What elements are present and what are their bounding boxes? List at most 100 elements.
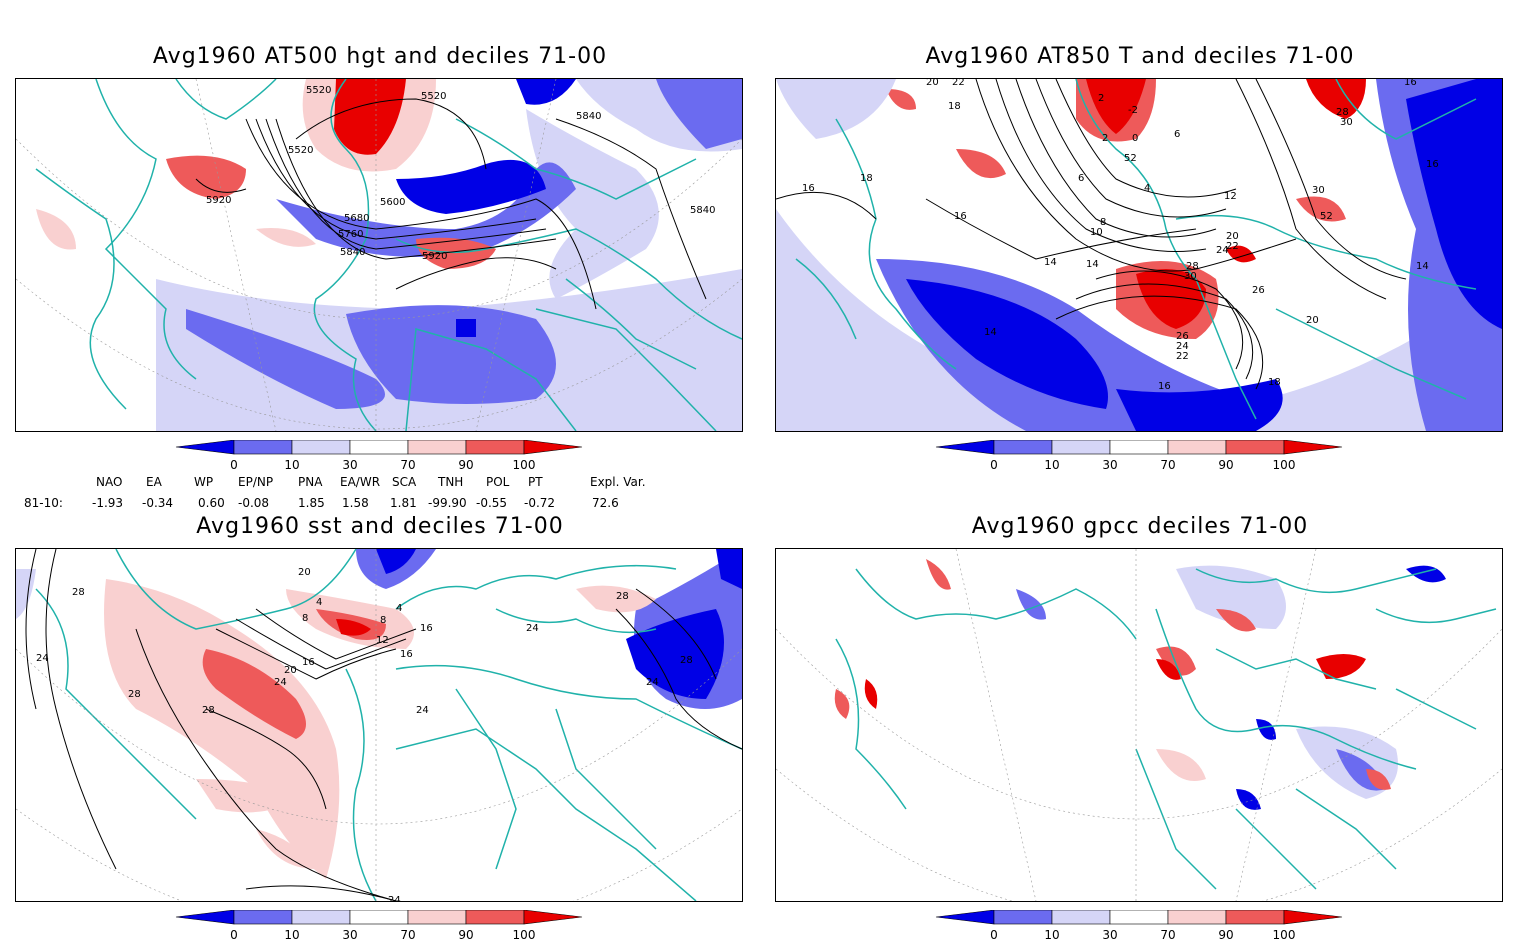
index-value: -0.34 — [142, 496, 174, 510]
colorbar-swatches — [935, 909, 1343, 925]
contour-label: 6 — [1078, 173, 1084, 184]
colorbar-label: 30 — [1102, 458, 1118, 472]
map-sst: 28 24 28 28 20 4 8 8 4 12 16 20 24 16 16… — [16, 549, 742, 901]
contour-label: 16 — [1426, 159, 1439, 170]
contour-label: 16 — [954, 211, 967, 222]
map-panel-sst: 28 24 28 28 20 4 8 8 4 12 16 20 24 16 16… — [15, 548, 743, 902]
contour-label: 18 — [1268, 377, 1281, 388]
contour-labels: 28 24 28 28 20 4 8 8 4 12 16 20 24 16 16… — [36, 567, 693, 901]
contour-label: 6 — [1174, 129, 1180, 140]
contour-label: 28 — [1186, 261, 1199, 272]
colorbar-label: 30 — [342, 928, 358, 942]
colorbar-band — [1167, 909, 1227, 925]
contour-label: 28 — [202, 705, 215, 716]
contour-label: 28 — [616, 591, 629, 602]
index-header: EA/WR — [340, 475, 381, 489]
colorbar-band — [1225, 439, 1285, 455]
colorbar-label: 70 — [1160, 928, 1176, 942]
colorbar-label: 100 — [512, 458, 536, 472]
colorbar-label: 100 — [1272, 928, 1296, 942]
contour-label: 52 — [1320, 211, 1333, 222]
index-value: -1.93 — [92, 496, 124, 510]
contour-label: 14 — [984, 327, 997, 338]
graticule — [776, 549, 1502, 901]
colorbar-label: 70 — [400, 928, 416, 942]
index-header: EA — [146, 475, 162, 489]
sst-contours — [25, 549, 742, 901]
deciles-shading — [16, 549, 742, 901]
contour-label: 5520 — [288, 145, 313, 156]
contour-label: 16 — [420, 623, 433, 634]
colorbar-label: 10 — [1044, 928, 1060, 942]
colorbar-top-left: 0 10 30 70 90 100 — [170, 439, 590, 472]
contour-label: 5920 — [206, 195, 231, 206]
contour-label: 16 — [400, 649, 413, 660]
colorbar-arrow-high — [523, 439, 583, 455]
colorbar-labels: 0 10 30 70 90 100 — [170, 928, 590, 942]
contour-label: 16 — [1158, 381, 1171, 392]
contour-label: 24 — [416, 705, 429, 716]
contour-label: 26 — [1252, 285, 1265, 296]
contour-label: 24 — [646, 677, 659, 688]
colorbar-label: 90 — [458, 458, 474, 472]
index-header: Expl. Var. — [590, 475, 646, 489]
map-panel-at500-hgt: 5520 5520 5520 5840 5920 5600 5680 5760 … — [15, 78, 743, 432]
graticule — [16, 79, 742, 431]
height-contours — [195, 98, 707, 310]
contour-label: 24 — [1176, 341, 1189, 352]
contour-label: 26 — [1176, 331, 1189, 342]
contour-label: 24 — [274, 677, 287, 688]
contour-label: 20 — [1226, 231, 1239, 242]
colorbar-band — [1225, 909, 1285, 925]
deciles-shading — [834, 559, 1446, 810]
colorbar-band — [291, 909, 351, 925]
contour-label: 2 — [1098, 93, 1104, 104]
colorbar-arrow-high — [1283, 439, 1343, 455]
index-value: -0.08 — [238, 496, 270, 510]
colorbar-arrow-low — [175, 909, 235, 925]
index-value: 1.58 — [342, 496, 369, 510]
contour-label: 28 — [72, 587, 85, 598]
colorbar-label: 30 — [1102, 928, 1118, 942]
colorbar-band — [1109, 439, 1169, 455]
colorbar-labels: 0 10 30 70 90 100 — [930, 928, 1350, 942]
contour-label: 14 — [1416, 261, 1429, 272]
colorbar-arrow-low — [175, 439, 235, 455]
contour-label: 22 — [1176, 351, 1189, 362]
map-panel-gpcc — [775, 548, 1503, 902]
coastlines — [35, 79, 742, 431]
contour-label: 30 — [1184, 271, 1197, 282]
contour-label: 4 — [316, 597, 322, 608]
colorbar-band — [465, 909, 525, 925]
colorbar-band — [993, 439, 1053, 455]
contour-label: 24 — [36, 653, 49, 664]
contour-label: 5920 — [422, 251, 447, 262]
colorbar-label: 100 — [512, 928, 536, 942]
contour-label: 2 — [1102, 133, 1108, 144]
index-header: NAO — [96, 475, 123, 489]
colorbar-label: 10 — [1044, 458, 1060, 472]
map-gpcc — [776, 549, 1502, 901]
contour-label: 16 — [302, 657, 315, 668]
index-value: -99.90 — [428, 496, 467, 510]
index-value: -0.72 — [524, 496, 556, 510]
contour-label: 5520 — [421, 91, 446, 102]
colorbar-band — [291, 439, 351, 455]
contour-label: 8 — [1100, 217, 1106, 228]
contour-label: 5520 — [306, 85, 331, 96]
contour-label: 20 — [298, 567, 311, 578]
colorbar-labels: 0 10 30 70 90 100 — [930, 458, 1350, 472]
colorbar-band — [993, 909, 1053, 925]
colorbar-bottom-right: 0 10 30 70 90 100 — [930, 909, 1350, 942]
contour-label: 5600 — [380, 197, 405, 208]
index-row-label: 81-10: — [24, 496, 63, 510]
index-value: 72.6 — [592, 496, 619, 510]
contour-label: 18 — [860, 173, 873, 184]
graticule — [16, 549, 742, 901]
contour-label: 16 — [802, 183, 815, 194]
index-value: 0.60 — [198, 496, 225, 510]
contour-label: 12 — [376, 635, 389, 646]
contour-label: 20 — [284, 665, 297, 676]
index-header: SCA — [392, 475, 417, 489]
colorbar-label: 10 — [284, 458, 300, 472]
